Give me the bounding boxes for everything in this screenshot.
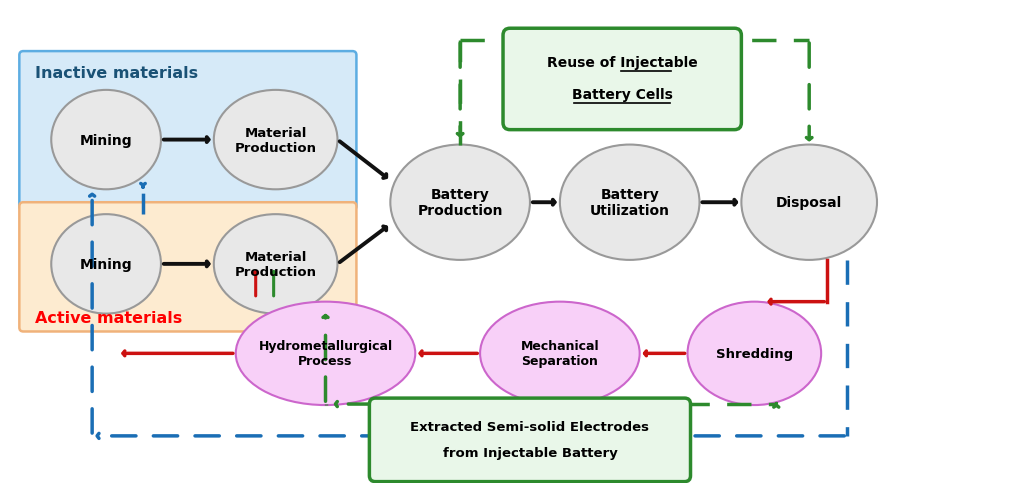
Text: Material
Production: Material Production [234,126,316,154]
Text: Mining: Mining [80,133,132,147]
FancyBboxPatch shape [370,398,690,482]
Text: Disposal: Disposal [776,196,843,210]
Text: Extracted Semi-solid Electrodes: Extracted Semi-solid Electrodes [411,421,649,434]
Text: Battery Cells: Battery Cells [571,88,673,102]
Ellipse shape [480,302,640,405]
FancyBboxPatch shape [19,203,356,332]
Ellipse shape [687,302,821,405]
Text: Reuse of Injectable: Reuse of Injectable [547,56,697,70]
Ellipse shape [390,145,530,260]
Ellipse shape [214,215,338,314]
Ellipse shape [560,145,699,260]
Text: Inactive materials: Inactive materials [35,66,199,81]
Text: Material
Production: Material Production [234,250,316,278]
FancyBboxPatch shape [19,52,356,211]
Text: Battery
Production: Battery Production [418,188,503,218]
Text: Active materials: Active materials [35,310,182,325]
Ellipse shape [51,215,161,314]
Text: Mining: Mining [80,257,132,272]
Text: Mechanical
Separation: Mechanical Separation [520,340,599,367]
Ellipse shape [236,302,416,405]
Ellipse shape [214,91,338,190]
FancyBboxPatch shape [503,29,741,130]
Text: Battery
Utilization: Battery Utilization [590,188,670,218]
Ellipse shape [51,91,161,190]
Text: from Injectable Battery: from Injectable Battery [442,446,617,459]
Text: Hydrometallurgical
Process: Hydrometallurgical Process [258,340,392,367]
Text: Shredding: Shredding [716,347,793,360]
Ellipse shape [741,145,877,260]
